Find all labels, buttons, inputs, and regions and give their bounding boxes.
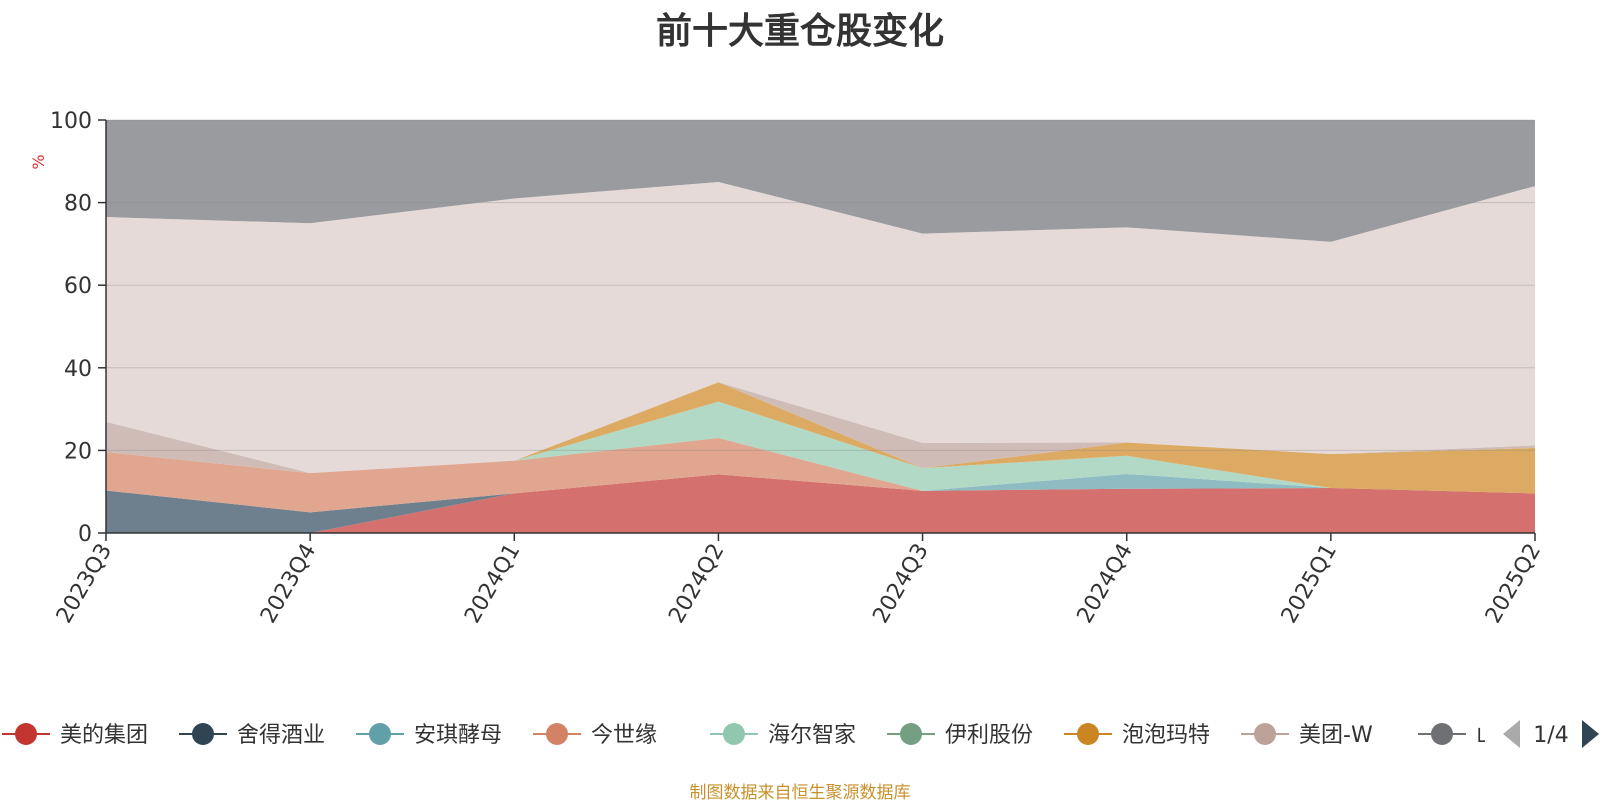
- legend-marker-3: [546, 723, 568, 745]
- legend-item-5[interactable]: 伊利股份: [887, 723, 1033, 748]
- x-tick-label-1: 2023Q4: [256, 540, 321, 628]
- area-layer: [106, 120, 1535, 533]
- legend-page-indicator: 1/4: [1533, 723, 1568, 748]
- chart-title: 前十大重仓股变化: [655, 11, 944, 52]
- y-axis-label: %: [29, 154, 48, 169]
- legend-prev-icon[interactable]: [1503, 720, 1520, 748]
- y-tick-label-3: 60: [64, 274, 92, 299]
- legend-label-7: 美团-W: [1299, 723, 1373, 748]
- legend-items: 美的集团 舍得酒业 安琪酵母 今世缘 海尔智家 伊利股份 泡泡玛特 美团-W 山西汾酒: [2, 723, 1564, 748]
- y-tick-label-1: 20: [64, 439, 92, 464]
- x-tick-label-4: 2024Q3: [868, 540, 933, 628]
- legend-item-4[interactable]: 海尔智家: [710, 723, 856, 748]
- area-series-0: [106, 474, 1535, 533]
- x-tick-label-6: 2025Q1: [1277, 540, 1342, 628]
- legend-item-6[interactable]: 泡泡玛特: [1064, 723, 1210, 748]
- legend-label-1: 舍得酒业: [237, 723, 325, 748]
- legend-label-3: 今世缘: [591, 723, 657, 748]
- area-series-6: [106, 382, 1535, 494]
- legend-marker-7: [1254, 723, 1276, 745]
- legend-item-8[interactable]: 山西汾酒: [1418, 723, 1564, 748]
- y-tick-label-2: 40: [64, 357, 92, 382]
- legend-label-2: 安琪酵母: [414, 723, 502, 748]
- y-tick-label-4: 80: [64, 192, 92, 217]
- area-series-3: [106, 438, 1535, 513]
- area-remainder: [106, 120, 1535, 242]
- source-note: 制图数据来自恒生聚源数据库: [689, 783, 911, 803]
- legend-marker-2: [369, 723, 391, 745]
- area-other-holdings: [106, 181, 1535, 474]
- legend-marker-0: [15, 723, 37, 745]
- legend-item-1[interactable]: 舍得酒业: [179, 723, 325, 748]
- y-tick-label-5: 100: [50, 109, 92, 134]
- legend-marker-6: [1077, 723, 1099, 745]
- x-tick-label-7: 2025Q2: [1481, 540, 1546, 628]
- area-series-2: [106, 473, 1535, 513]
- legend-item-3[interactable]: 今世缘: [533, 723, 657, 748]
- area-series-4: [106, 401, 1535, 494]
- legend-label-5: 伊利股份: [945, 723, 1033, 748]
- area-series-1: [106, 474, 1535, 533]
- legend-label-8: 山西汾酒: [1476, 723, 1564, 748]
- legend-label-6: 泡泡玛特: [1122, 723, 1210, 748]
- x-tick-label-5: 2024Q4: [1073, 540, 1138, 628]
- y-tick-label-0: 0: [78, 522, 92, 547]
- legend-marker-4: [723, 723, 745, 745]
- legend-label-4: 海尔智家: [768, 723, 856, 748]
- x-tick-label-2: 2024Q1: [460, 540, 525, 628]
- x-tick-label-3: 2024Q2: [664, 540, 729, 628]
- legend-item-7[interactable]: 美团-W: [1241, 723, 1373, 748]
- legend-label-0: 美的集团: [60, 723, 148, 748]
- legend-item-2[interactable]: 安琪酵母: [356, 723, 502, 748]
- area-series-7: [106, 382, 1535, 474]
- legend-next-icon[interactable]: [1582, 720, 1599, 748]
- legend-marker-1: [192, 723, 214, 745]
- legend-marker-5: [900, 723, 922, 745]
- legend-item-0[interactable]: 美的集团: [2, 723, 148, 748]
- legend-marker-8: [1431, 723, 1453, 745]
- x-tick-label-0: 2023Q3: [52, 540, 117, 628]
